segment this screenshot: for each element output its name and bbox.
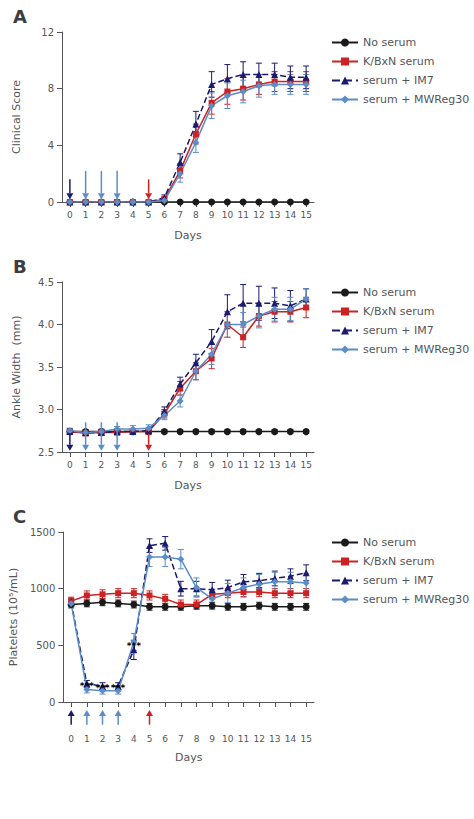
svg-text:2: 2 [100, 734, 106, 744]
svg-text:C: C [13, 506, 26, 527]
svg-text:serum + IM7: serum + IM7 [363, 74, 434, 87]
svg-text:K/BxN serum: K/BxN serum [363, 305, 434, 318]
svg-text:Ankle Width (mm): Ankle Width (mm) [10, 315, 23, 418]
svg-text:***: *** [127, 641, 141, 651]
svg-text:serum + IM7: serum + IM7 [363, 574, 434, 587]
svg-text:13: 13 [269, 210, 280, 220]
svg-text:4: 4 [130, 460, 136, 470]
svg-text:No serum: No serum [363, 36, 416, 49]
svg-text:serum + MWReg30: serum + MWReg30 [363, 343, 469, 356]
svg-text:serum + IM7: serum + IM7 [363, 324, 434, 337]
svg-text:4.5: 4.5 [38, 277, 54, 288]
svg-text:15: 15 [300, 734, 311, 744]
svg-text:10: 10 [222, 460, 234, 470]
svg-text:11: 11 [237, 460, 248, 470]
svg-text:7: 7 [177, 210, 183, 220]
svg-text:0: 0 [67, 460, 73, 470]
svg-text:9: 9 [209, 210, 215, 220]
svg-text:Clinical Score: Clinical Score [10, 80, 23, 154]
svg-text:2.5: 2.5 [38, 447, 54, 458]
svg-text:500: 500 [36, 640, 55, 651]
svg-text:12: 12 [253, 460, 264, 470]
svg-text:K/BxN serum: K/BxN serum [363, 555, 434, 568]
svg-text:8: 8 [193, 460, 199, 470]
svg-text:1: 1 [83, 210, 89, 220]
svg-text:3: 3 [115, 734, 121, 744]
svg-text:No serum: No serum [363, 286, 416, 299]
svg-text:4.0: 4.0 [38, 319, 54, 330]
svg-text:0: 0 [48, 197, 54, 208]
svg-text:6: 6 [162, 734, 168, 744]
svg-text:2: 2 [99, 210, 105, 220]
svg-text:0: 0 [68, 734, 74, 744]
svg-text:1500: 1500 [30, 527, 55, 538]
svg-text:Days: Days [174, 479, 202, 492]
svg-text:0: 0 [49, 697, 55, 708]
svg-text:Platelets (10⁵/mL): Platelets (10⁵/mL) [7, 568, 20, 666]
svg-text:4: 4 [48, 140, 54, 151]
svg-text:***: *** [80, 681, 94, 691]
svg-text:No serum: No serum [363, 536, 416, 549]
svg-text:12: 12 [41, 27, 54, 38]
svg-text:8: 8 [193, 210, 199, 220]
svg-text:1: 1 [84, 734, 90, 744]
svg-text:10: 10 [222, 210, 234, 220]
svg-text:14: 14 [285, 460, 297, 470]
svg-text:0: 0 [67, 210, 73, 220]
svg-text:3.0: 3.0 [38, 404, 54, 415]
svg-text:***: *** [111, 683, 125, 693]
svg-text:Days: Days [174, 229, 202, 242]
svg-text:13: 13 [269, 734, 280, 744]
svg-text:6: 6 [162, 210, 168, 220]
svg-text:8: 8 [194, 734, 200, 744]
svg-text:11: 11 [237, 210, 248, 220]
svg-text:Days: Days [175, 751, 203, 764]
svg-text:B: B [13, 256, 27, 277]
svg-text:2: 2 [99, 460, 105, 470]
svg-text:3: 3 [114, 460, 120, 470]
svg-text:14: 14 [285, 210, 297, 220]
svg-text:5: 5 [146, 460, 152, 470]
svg-text:12: 12 [253, 734, 264, 744]
svg-text:13: 13 [269, 460, 280, 470]
svg-text:12: 12 [253, 210, 264, 220]
svg-text:serum + MWReg30: serum + MWReg30 [363, 593, 469, 606]
svg-text:7: 7 [177, 460, 183, 470]
svg-text:1: 1 [83, 460, 89, 470]
svg-text:5: 5 [147, 734, 153, 744]
svg-text:7: 7 [178, 734, 184, 744]
svg-text:15: 15 [300, 460, 311, 470]
svg-text:9: 9 [209, 460, 215, 470]
svg-text:K/BxN serum: K/BxN serum [363, 55, 434, 68]
svg-text:8: 8 [48, 83, 54, 94]
svg-text:serum + MWReg30: serum + MWReg30 [363, 93, 469, 106]
svg-text:9: 9 [209, 734, 215, 744]
svg-text:A: A [13, 6, 27, 27]
svg-text:1000: 1000 [30, 583, 55, 594]
svg-text:3.5: 3.5 [38, 362, 54, 373]
svg-text:15: 15 [300, 210, 311, 220]
svg-text:***: *** [95, 683, 109, 693]
svg-text:3: 3 [114, 210, 120, 220]
svg-text:14: 14 [285, 734, 297, 744]
svg-text:10: 10 [222, 734, 234, 744]
svg-text:11: 11 [238, 734, 249, 744]
svg-text:5: 5 [146, 210, 152, 220]
svg-text:4: 4 [130, 210, 136, 220]
svg-text:4: 4 [131, 734, 137, 744]
svg-text:6: 6 [162, 460, 168, 470]
